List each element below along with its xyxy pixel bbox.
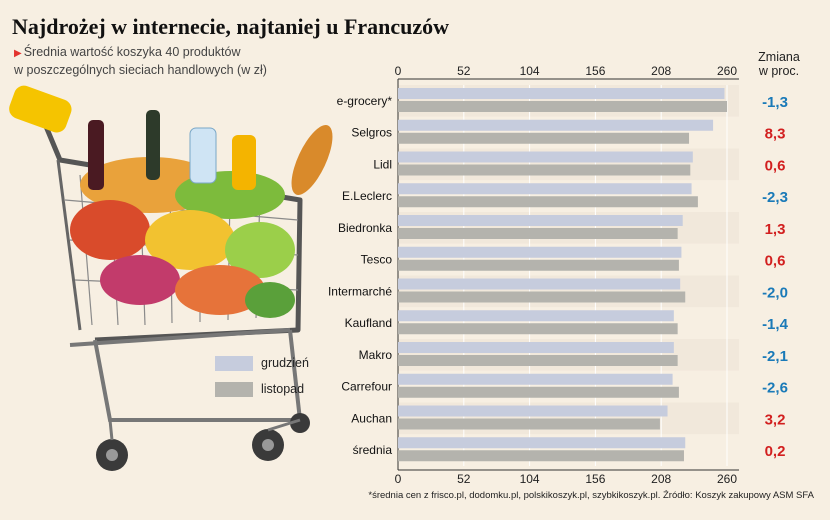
category-label: e-grocery*	[337, 94, 393, 108]
x-tick-label-bottom: 104	[520, 472, 540, 486]
category-label: Selgros	[351, 126, 392, 140]
x-tick-label-top: 208	[651, 64, 671, 78]
bar-listopad	[398, 291, 686, 303]
bar-grudzien	[398, 310, 674, 322]
footnote: *średnia cen z frisco.pl, dodomku.pl, po…	[368, 490, 814, 501]
subtitle-line-1: Średnia wartość koszyka 40 produktów	[23, 45, 241, 59]
x-tick-label-bottom: 0	[395, 472, 402, 486]
shopping-cart-icon	[9, 85, 333, 471]
legend-label: grudzień	[261, 356, 309, 370]
category-label: Tesco	[361, 253, 393, 267]
bar-grudzien	[398, 405, 668, 417]
chart-title: Najdrożej w internecie, najtaniej u Fran…	[12, 14, 450, 39]
bar-listopad	[398, 101, 727, 112]
change-header-line-1: Zmiana	[758, 50, 800, 64]
chart-subtitle: ▶ Średnia wartość koszyka 40 produktów w …	[14, 44, 314, 78]
x-tick-label-top: 156	[585, 64, 605, 78]
legend: grudzień listopad	[215, 350, 309, 402]
bar-listopad	[398, 450, 684, 462]
change-column-header: Zmiana w proc.	[744, 50, 814, 78]
category-label: średnia	[353, 443, 393, 457]
bar-grudzien	[398, 246, 682, 258]
change-value: -2,1	[762, 348, 788, 365]
bar-grudzien	[398, 437, 686, 449]
plot-area: 0 0 52 52 104 104 156 156 208 208 260 260 e-grocery*…	[328, 64, 789, 486]
change-value: 0,6	[765, 157, 786, 174]
change-value: -2,6	[762, 380, 788, 397]
category-label: Lidl	[373, 157, 392, 171]
bar-grudzien	[398, 119, 714, 131]
bar-grudzien	[398, 278, 681, 290]
bar-listopad	[398, 132, 690, 144]
bar-listopad	[398, 259, 679, 271]
legend-item: listopad	[215, 376, 309, 402]
category-label: Carrefour	[341, 380, 392, 394]
triangle-marker-icon: ▶	[14, 48, 22, 59]
legend-swatch	[215, 355, 253, 371]
category-label: Biedronka	[338, 221, 392, 235]
bar-grudzien	[398, 215, 683, 226]
x-tick-label-bottom: 208	[651, 472, 671, 486]
bar-listopad	[398, 418, 660, 430]
change-value: -2,0	[762, 284, 788, 301]
category-label: Makro	[359, 348, 393, 362]
bar-grudzien	[398, 373, 673, 385]
change-value: -1,4	[762, 316, 789, 333]
bar-listopad	[398, 386, 679, 398]
bar-listopad	[398, 355, 678, 366]
x-tick-label-top: 104	[520, 64, 540, 78]
bar-grudzien	[398, 183, 692, 195]
category-label: Intermarché	[328, 284, 392, 298]
bar-grudzien	[398, 88, 725, 99]
x-tick-label-top: 52	[457, 64, 471, 78]
change-value: -2,3	[762, 189, 788, 206]
change-value: 1,3	[765, 221, 786, 238]
change-value: 0,6	[765, 253, 786, 270]
x-tick-label-bottom: 260	[717, 472, 737, 486]
bar-listopad	[398, 164, 691, 176]
change-value: 3,2	[765, 411, 786, 428]
category-label: Auchan	[351, 411, 392, 425]
bar-listopad	[398, 323, 678, 335]
x-tick-label-top: 0	[395, 64, 402, 78]
x-tick-label-bottom: 156	[585, 472, 605, 486]
bar-listopad	[398, 228, 678, 239]
bar-grudzien	[398, 151, 693, 163]
category-label: E.Leclerc	[342, 189, 392, 203]
change-value: -1,3	[762, 94, 788, 111]
x-tick-label-top: 260	[717, 64, 737, 78]
change-value: 8,3	[765, 126, 786, 143]
legend-item: grudzień	[215, 350, 309, 376]
bar-listopad	[398, 196, 698, 208]
subtitle-line-2: w poszczególnych sieciach handlowych (w …	[14, 63, 267, 77]
legend-swatch	[215, 381, 253, 397]
x-tick-label-bottom: 52	[457, 472, 471, 486]
category-label: Kaufland	[345, 316, 392, 330]
legend-label: listopad	[261, 382, 305, 396]
change-header-line-2: w proc.	[758, 64, 800, 78]
change-value: 0,2	[765, 443, 786, 460]
bar-grudzien	[398, 342, 674, 353]
